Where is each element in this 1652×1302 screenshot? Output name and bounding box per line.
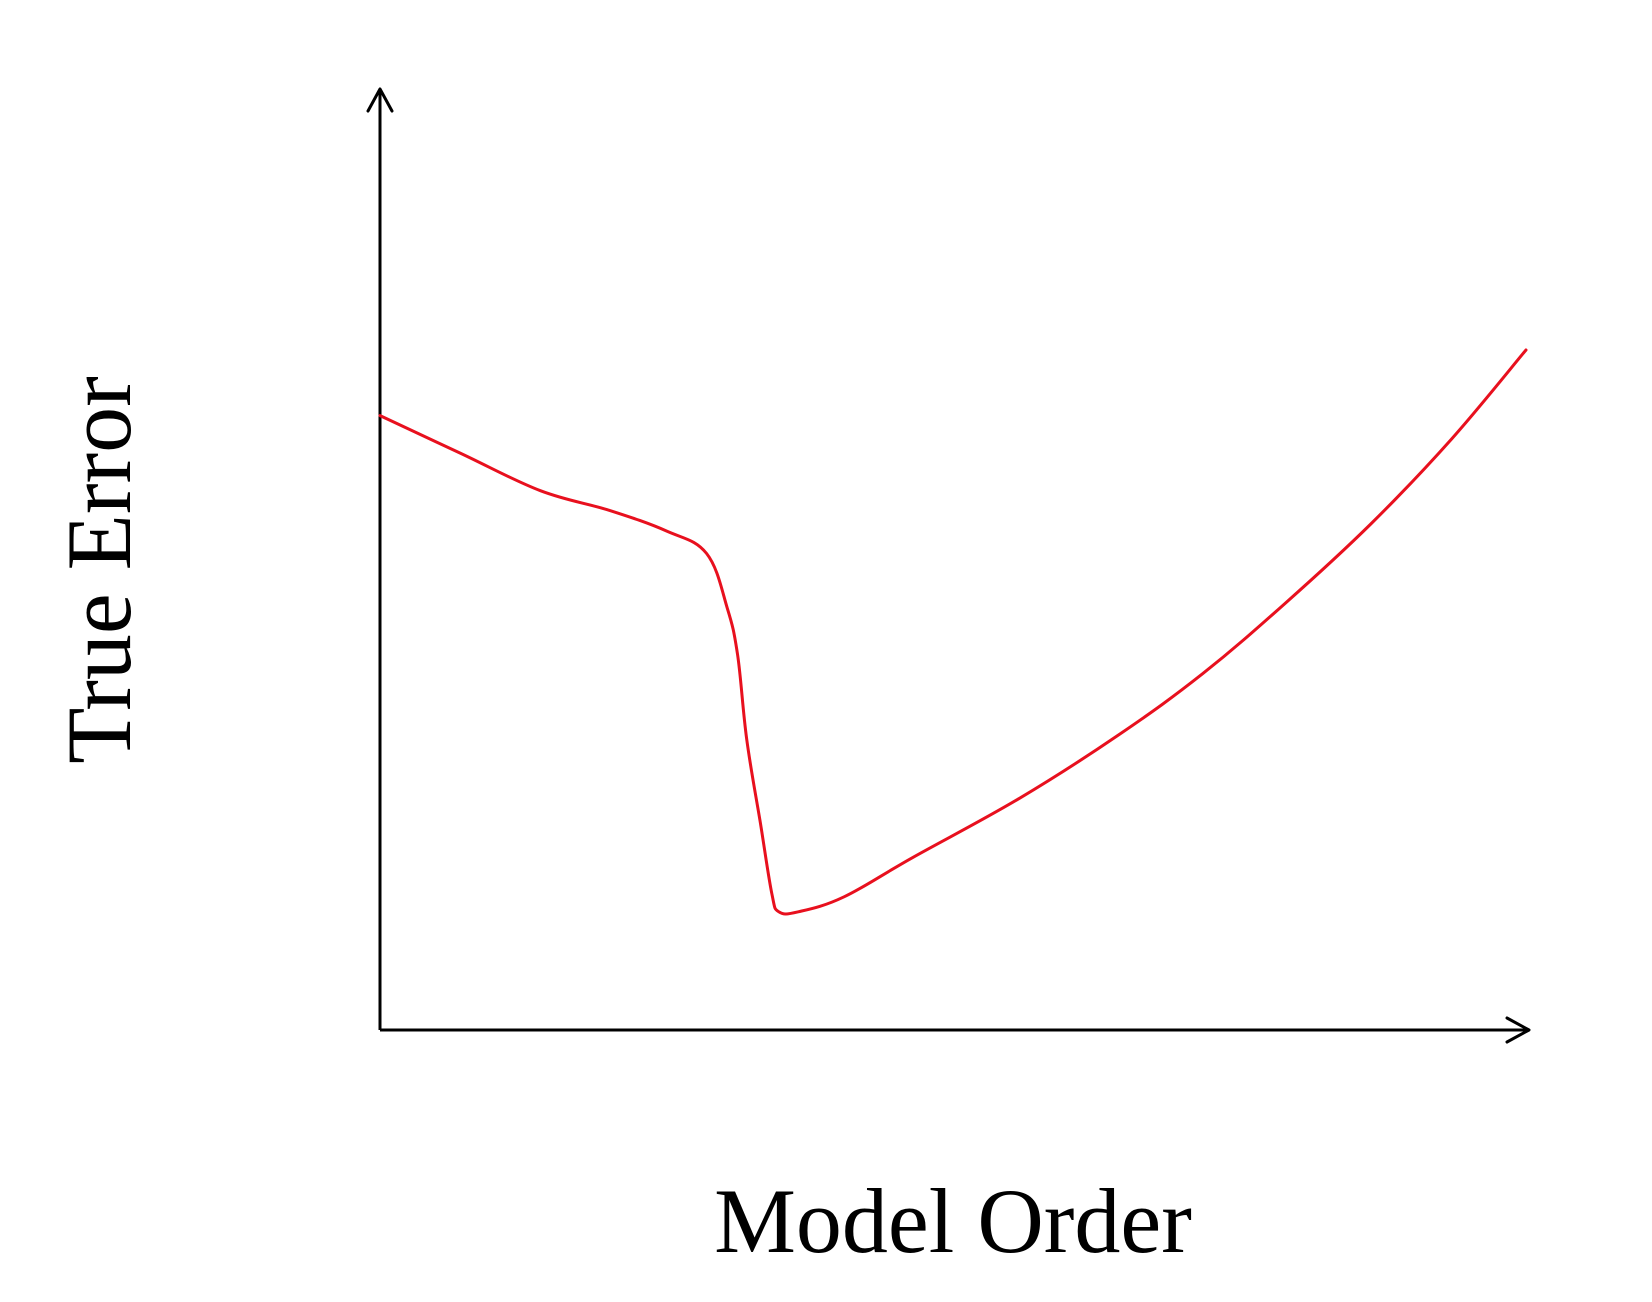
- y-axis: [366, 87, 394, 1030]
- x-axis-label: Model Order: [714, 1170, 1192, 1272]
- x-axis: [380, 1016, 1531, 1044]
- y-axis-label: True Error: [48, 376, 150, 764]
- true-error-curve: [378, 348, 1528, 916]
- x-axis-arrowhead: [1505, 1016, 1531, 1044]
- y-axis-arrowhead: [366, 87, 394, 113]
